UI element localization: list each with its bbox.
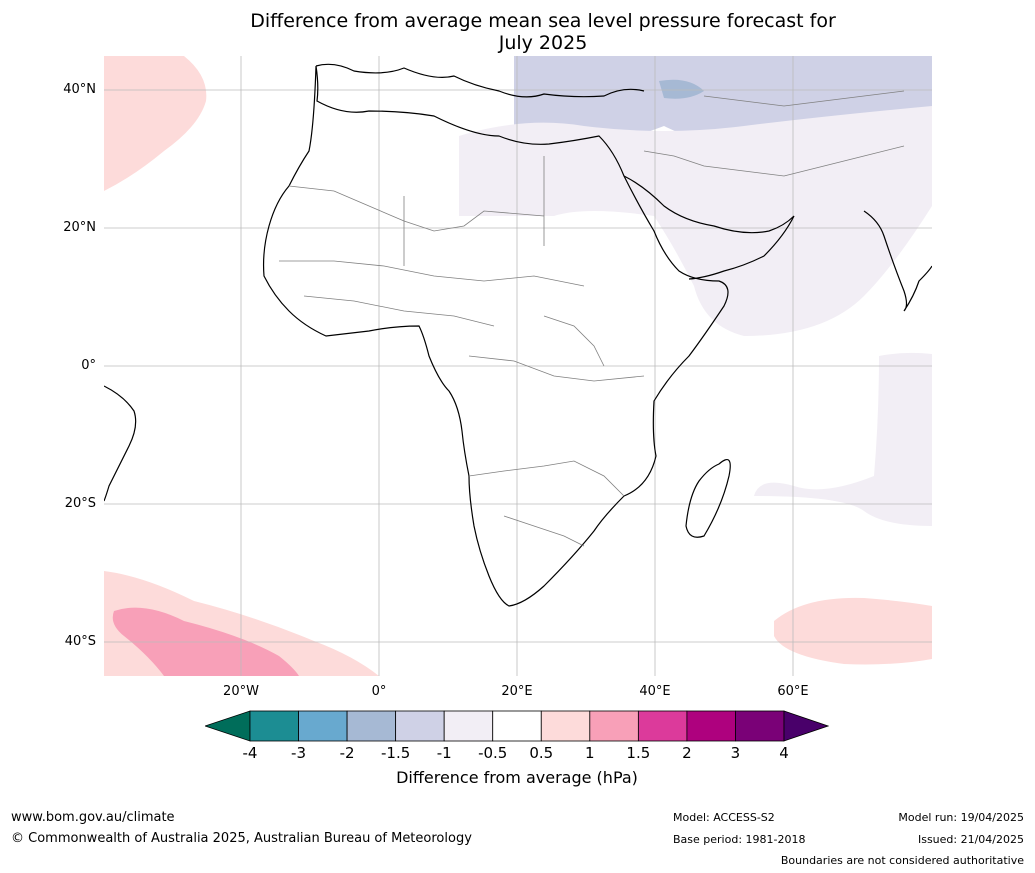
colorbar-tick-label: -1.5 — [380, 744, 411, 762]
south-america-coastline — [104, 385, 137, 502]
border-north-africa — [288, 185, 545, 232]
chart-title: Difference from average mean sea level p… — [0, 10, 1035, 54]
colorbar-tick-label: -3 — [291, 744, 307, 762]
lat-label-20s: 20°S — [64, 496, 96, 511]
colorbar-cell — [249, 710, 299, 742]
footer-base-period: Base period: 1981-2018 — [673, 833, 806, 846]
title-line-1: Difference from average mean sea level p… — [250, 10, 836, 32]
border-middle-east — [643, 145, 905, 177]
colorbar-extend-low — [205, 710, 251, 742]
africa-coastline — [262, 65, 729, 607]
lon-label-60e: 60°E — [777, 684, 809, 699]
lat-label-20n: 20°N — [63, 220, 96, 235]
colorbar-extend-high — [783, 710, 829, 742]
lon-label-20w: 20°W — [223, 684, 259, 699]
arabian-peninsula-coastline — [623, 175, 795, 280]
weak-negative-anomaly-indian-ocean — [754, 352, 932, 526]
weak-negative-anomaly-arabia — [459, 106, 932, 336]
lon-label-0: 0° — [371, 684, 387, 699]
footer-copyright: © Commonwealth of Australia 2025, Austra… — [11, 831, 472, 846]
colorbar — [205, 710, 829, 742]
lat-label-equator: 0° — [81, 358, 96, 373]
colorbar-cell — [589, 710, 639, 742]
colorbar-tick-label: 4 — [779, 744, 789, 762]
lat-label-40n: 40°N — [63, 82, 96, 97]
colorbar-cell — [540, 710, 591, 742]
colorbar-tick-label: -1 — [436, 744, 452, 762]
colorbar-tick-label: -0.5 — [478, 744, 508, 762]
border-south-africa — [503, 515, 585, 547]
colorbar-cell — [686, 710, 736, 742]
border-east-africa — [543, 315, 605, 367]
coastlines — [104, 63, 932, 607]
graticule — [104, 56, 932, 676]
madagascar-coastline — [685, 458, 731, 538]
border-central-africa — [468, 355, 645, 382]
colorbar-tick-label: 3 — [730, 744, 741, 762]
footer-model-run: Model run: 19/04/2025 — [898, 811, 1024, 824]
border-sahel — [279, 260, 585, 287]
colorbar-tick-label: 1 — [585, 744, 595, 762]
colorbar-cell — [443, 710, 494, 742]
colorbar-tick-label: 1.5 — [626, 744, 651, 762]
title-line-2: July 2025 — [498, 32, 588, 54]
lon-label-40e: 40°E — [639, 684, 671, 699]
europe-coastline — [315, 63, 645, 98]
pressure-anomaly-map — [104, 56, 932, 676]
colorbar-cell — [298, 710, 348, 742]
border-west-africa — [303, 295, 495, 327]
border-central-asia — [703, 90, 905, 107]
footer-model: Model: ACCESS-S2 — [673, 811, 775, 824]
colorbar-tick-label: 0.5 — [529, 744, 554, 762]
colorbar-tick-label: 2 — [682, 744, 692, 762]
colorbar-cell — [346, 710, 397, 742]
colorbar-tick-label: -4 — [242, 744, 258, 762]
anomaly-shading — [104, 56, 932, 676]
negative-anomaly-caspian — [659, 79, 704, 99]
colorbar-tick-label: -2 — [339, 744, 355, 762]
colorbar-cell — [735, 710, 785, 742]
colorbar-cell — [492, 710, 542, 742]
positive-anomaly-nw-atlantic — [104, 56, 207, 191]
country-borders — [279, 90, 905, 547]
india-coastline — [863, 210, 932, 312]
lat-label-40s: 40°S — [64, 634, 96, 649]
footer-issued: Issued: 21/04/2025 — [917, 833, 1024, 846]
positive-anomaly-south-indian-ocean — [774, 597, 932, 665]
lon-label-20e: 20°E — [501, 684, 533, 699]
colorbar-cell — [637, 710, 688, 742]
footer-website: www.bom.gov.au/climate — [11, 810, 175, 825]
border-southern-africa — [468, 460, 625, 497]
colorbar-label: Difference from average (hPa) — [396, 768, 638, 787]
footer-disclaimer: Boundaries are not considered authoritat… — [780, 854, 1024, 867]
colorbar-cell — [395, 710, 445, 742]
